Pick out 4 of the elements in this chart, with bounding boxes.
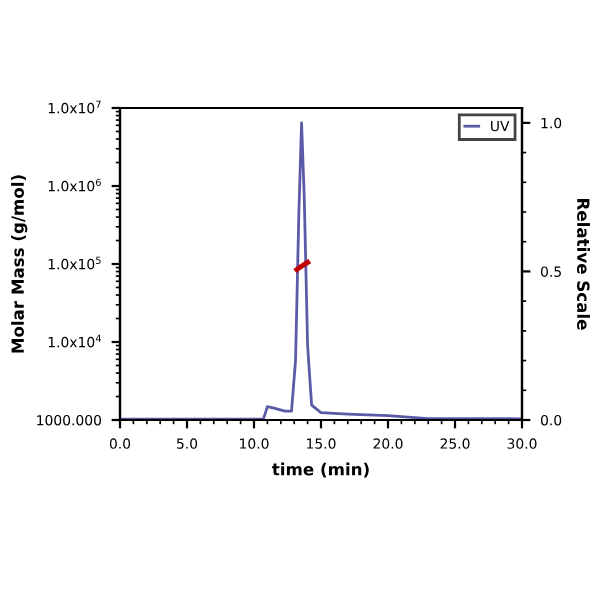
y2-axis-title: Relative Scale (577, 199, 590, 330)
x-axis-title: time (min) (272, 462, 369, 478)
line-series (120, 121, 522, 420)
y-axis-title: Molar Mass (g/mol) (11, 175, 28, 353)
